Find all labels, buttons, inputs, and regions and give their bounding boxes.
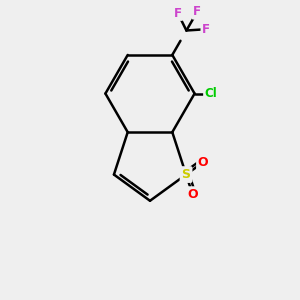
Text: F: F [193,5,201,19]
Text: O: O [187,188,198,201]
Text: S: S [182,168,190,181]
Text: F: F [174,7,182,20]
Text: O: O [198,156,208,169]
Text: F: F [202,23,210,36]
Text: Cl: Cl [205,87,217,100]
